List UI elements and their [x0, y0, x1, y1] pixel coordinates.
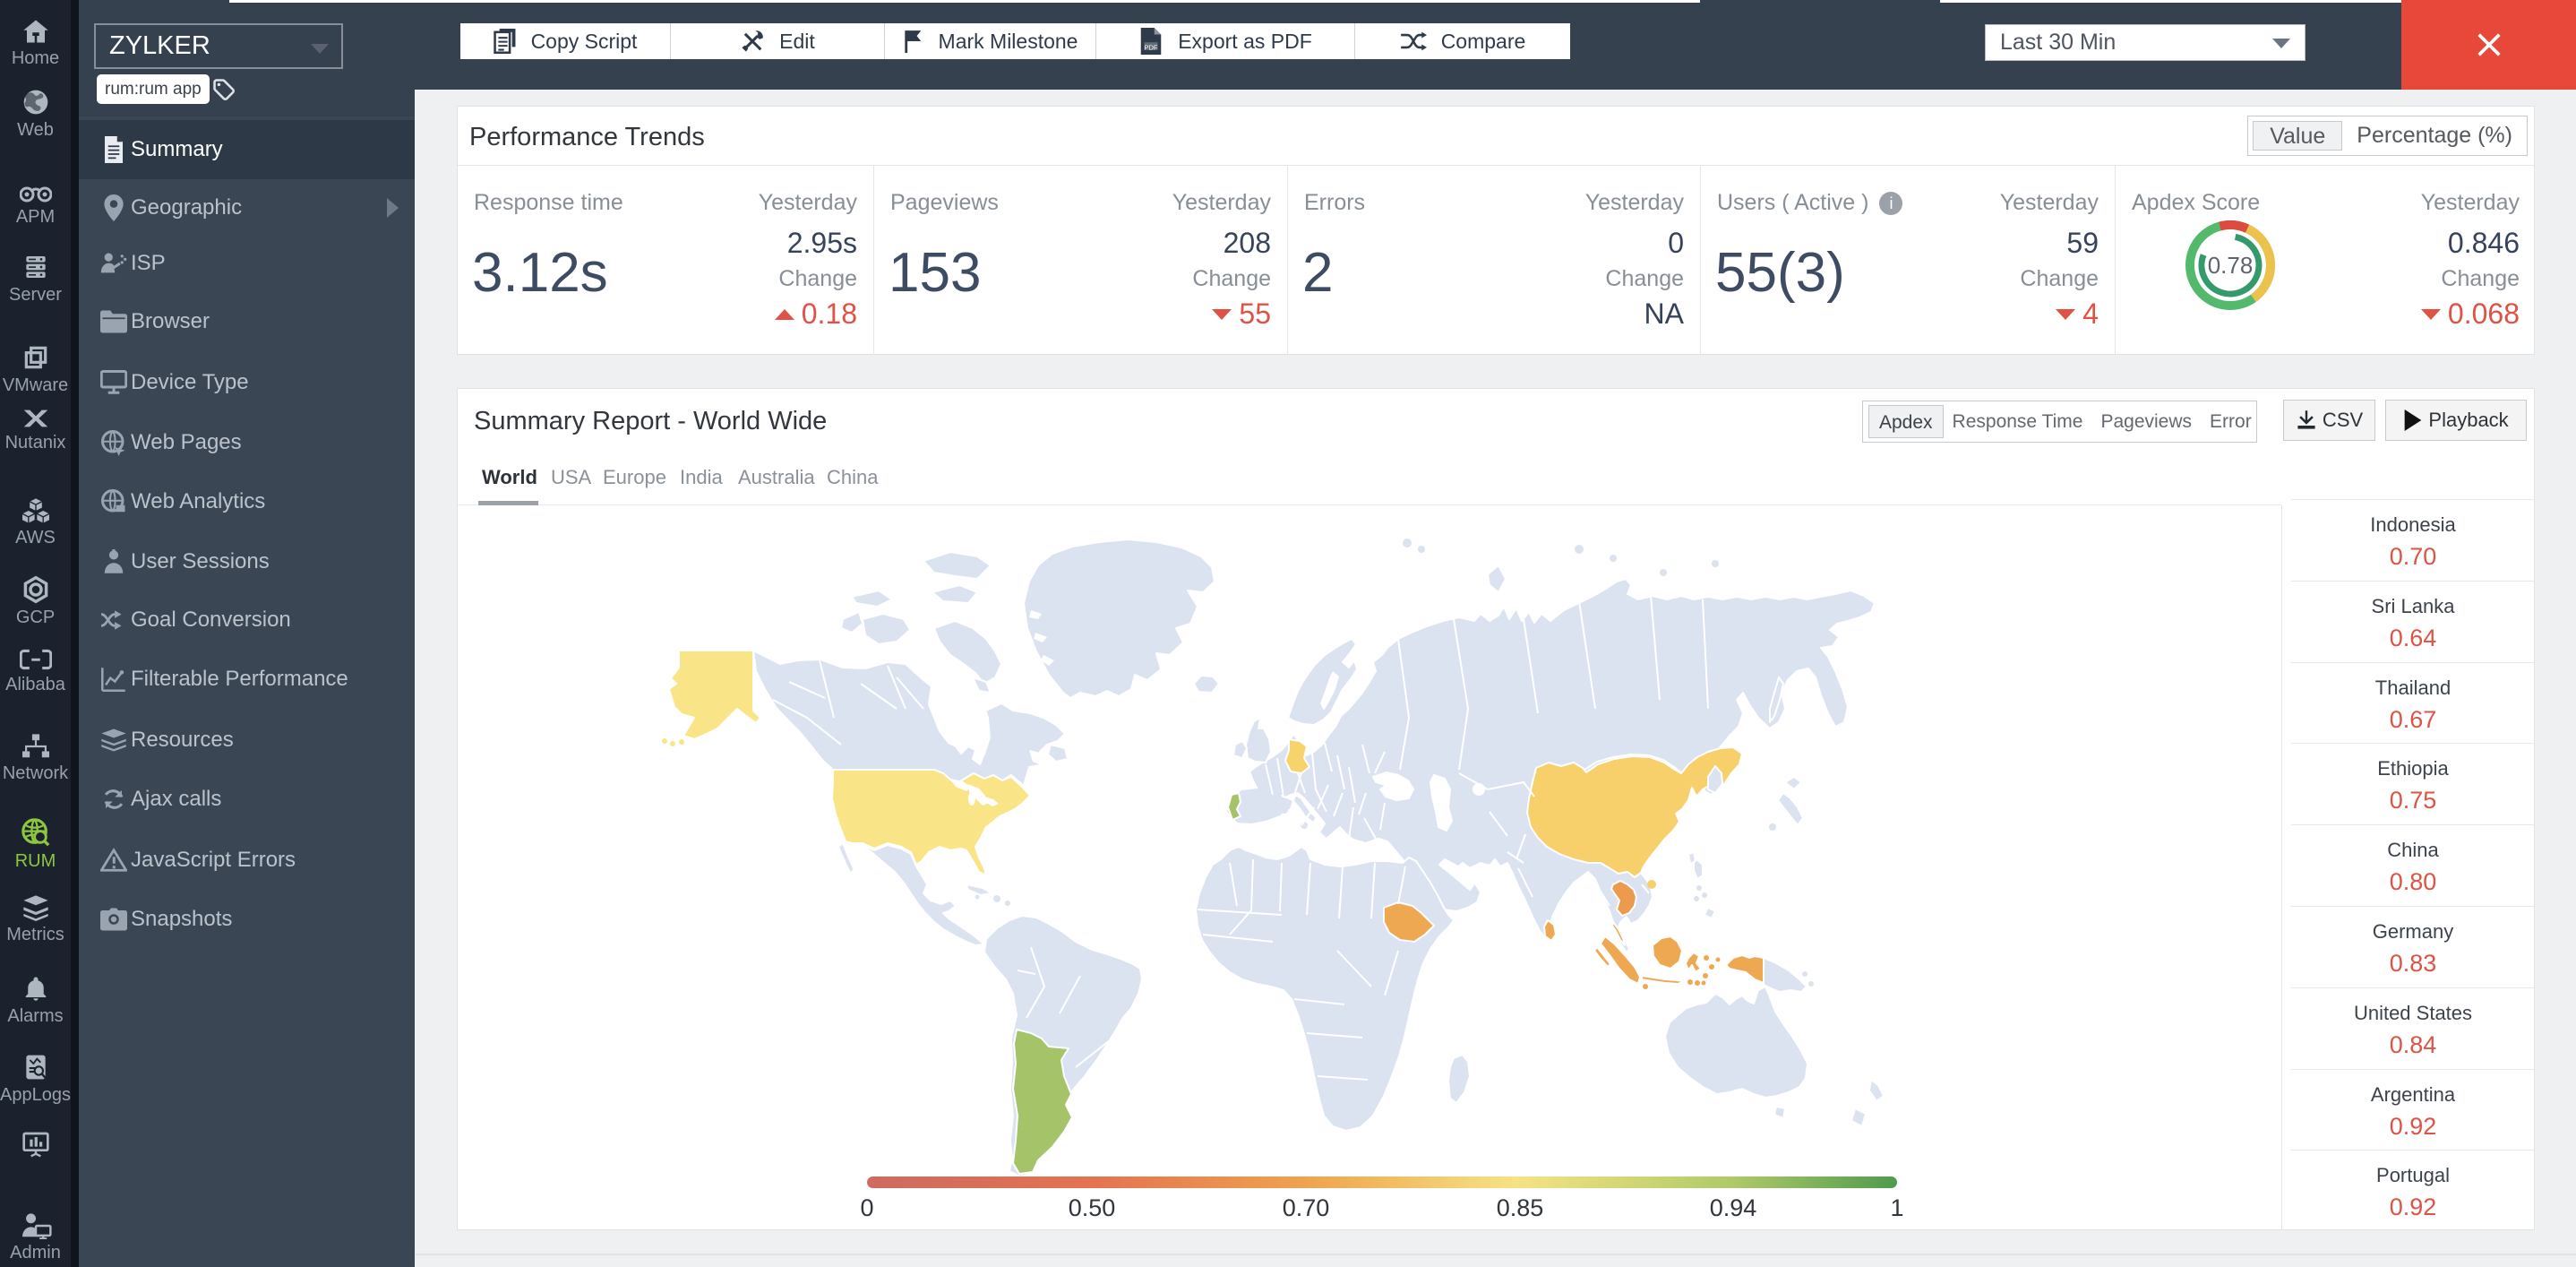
- svg-text:PDF: PDF: [1145, 43, 1158, 51]
- svg-text:0.78: 0.78: [2208, 252, 2254, 279]
